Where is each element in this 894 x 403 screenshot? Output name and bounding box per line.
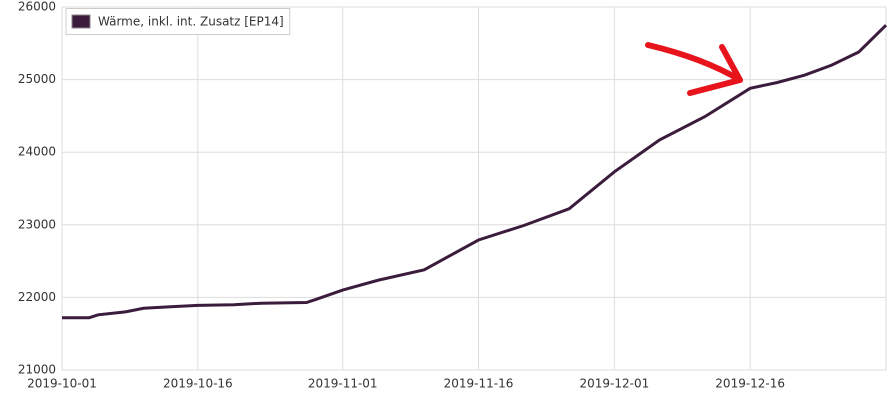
legend-swatch	[71, 14, 91, 29]
y-tick-label: 23000	[18, 217, 56, 231]
x-tick-label: 2019-10-16	[163, 377, 233, 391]
line	[62, 24, 888, 320]
x-tick-label: 2019-11-01	[308, 377, 378, 391]
y-tick-label: 22000	[18, 290, 56, 304]
arrow-shaft	[645, 42, 743, 83]
y-tick-label: 26000	[18, 0, 56, 14]
x-tick-label: 2019-10-01	[27, 377, 97, 391]
x-tick-label: 2019-12-16	[715, 377, 785, 391]
grid: 21000 22000 23000 24000 25000 26000 2019-10-01…	[18, 0, 886, 391]
y-tick-label: 24000	[18, 145, 56, 159]
arrow-head	[687, 44, 743, 96]
x-tick-label: 2019-11-16	[444, 377, 514, 391]
y-tick-label: 21000	[18, 363, 56, 377]
legend-box	[65, 8, 291, 35]
marks	[62, 24, 888, 320]
legend: Wärme, inkl. int. Zusatz [EP14]	[65, 8, 291, 35]
annotation-arrow	[645, 42, 743, 96]
plot-area	[61, 6, 887, 371]
x-tick-label: 2019-12-01	[579, 377, 649, 391]
legend-label: Wärme, inkl. int. Zusatz [EP14]	[98, 15, 284, 29]
y-tick-label: 25000	[18, 72, 56, 86]
